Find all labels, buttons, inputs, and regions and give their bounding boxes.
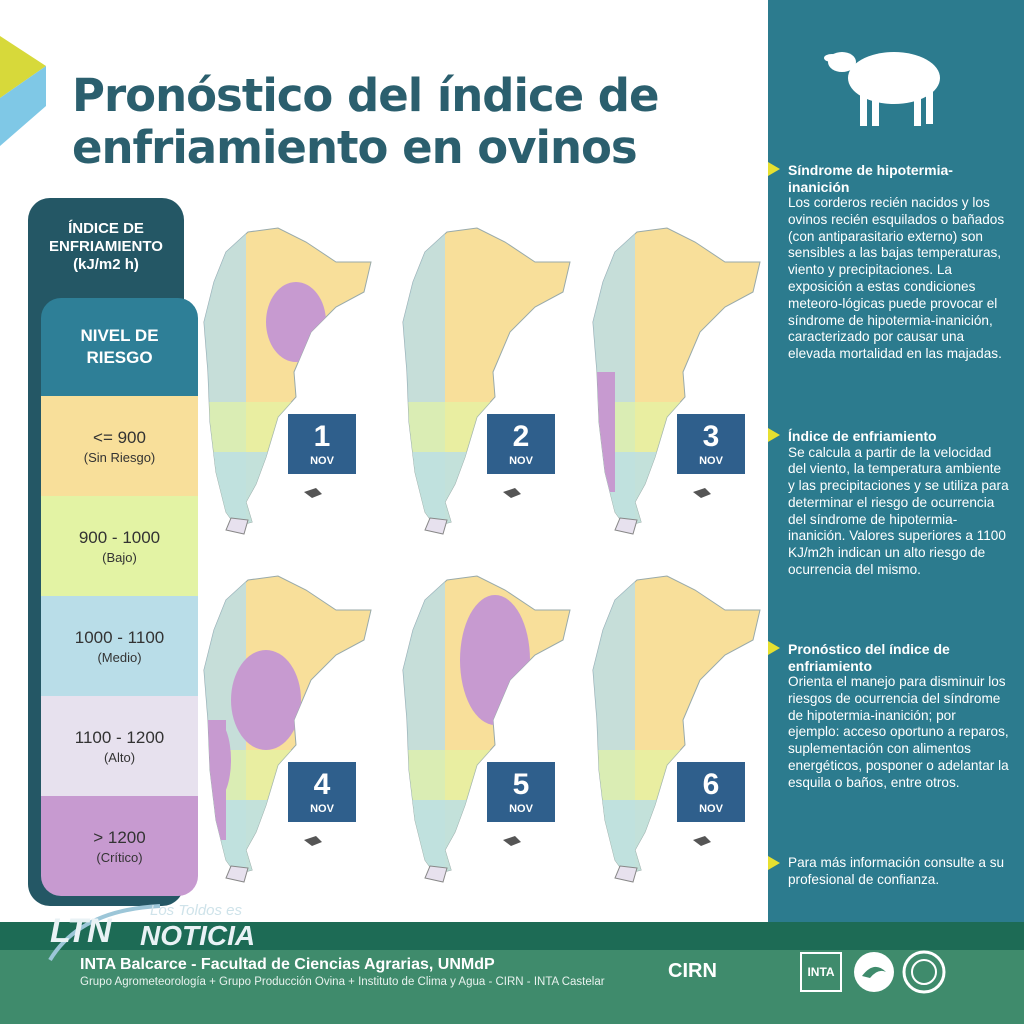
risk-header-line: RIESGO [86, 348, 153, 367]
section-title: Pronóstico del índice de enfriamiento [788, 641, 950, 674]
forecast-map-1 [186, 222, 376, 542]
argentina-map-icon [203, 227, 372, 535]
risk-label: (Medio) [97, 649, 142, 665]
bullet-icon [768, 162, 780, 176]
date-day: 4 [313, 768, 331, 801]
legend-header-line: ENFRIAMIENTO [49, 238, 163, 255]
date-day: 5 [512, 768, 530, 801]
wave-logo [854, 952, 894, 992]
watermark-ltn: LTN [50, 912, 112, 950]
corner-decoration [0, 36, 46, 146]
cirn-logo: CIRN [668, 960, 717, 982]
legend-units: (kJ/m2 h) [73, 256, 139, 273]
date-day: 3 [702, 420, 720, 453]
risk-label: (Sin Riesgo) [83, 449, 156, 465]
argentina-map-icon [402, 227, 571, 535]
bullet-icon [768, 428, 780, 442]
legend-panel: ÍNDICE DE ENFRIAMIENTO (kJ/m2 h) NIVEL D… [28, 198, 198, 906]
argentina-map-icon [402, 575, 571, 883]
risk-scale: NIVEL DE RIESGO <= 900 (Sin Riesgo) 900 … [41, 298, 198, 896]
date-badge: 5 NOV [487, 762, 555, 822]
date-badge: 1 NOV [288, 414, 356, 474]
argentina-map-icon [203, 575, 372, 883]
forecast-map-2 [385, 222, 575, 542]
date-day: 1 [313, 420, 331, 453]
title-line-2: enfriamiento en ovinos [72, 121, 638, 174]
risk-level-sin-riesgo: <= 900 (Sin Riesgo) [41, 396, 198, 496]
section-body: Para más información consulte a su profe… [788, 855, 1005, 887]
date-badge: 6 NOV [677, 762, 745, 822]
watermark-noticia: NOTICIA [140, 920, 256, 951]
bullet-icon [768, 856, 780, 870]
footer-institution: INTA Balcarce - Facultad de Ciencias Agr… [80, 956, 495, 973]
risk-level-alto: 1100 - 1200 (Alto) [41, 696, 198, 796]
date-month: NOV [699, 803, 723, 815]
section-hipotermia: Síndrome de hipotermia-inanición Los cor… [788, 162, 1010, 363]
date-month: NOV [509, 455, 533, 467]
section-title: Síndrome de hipotermia-inanición [788, 162, 953, 195]
footer-band [0, 922, 1024, 950]
page-title: Pronóstico del índice de enfriamiento en… [72, 70, 752, 174]
argentina-map-icon [592, 575, 761, 883]
watermark-tagline: Los Toldos es [150, 902, 243, 919]
risk-range: 1000 - 1100 [74, 627, 165, 647]
sheep-icon [824, 52, 940, 126]
title-line-1: Pronóstico del índice de [72, 69, 660, 122]
date-day: 6 [702, 768, 720, 801]
forecast-map-4 [186, 570, 376, 890]
forecast-map-6 [575, 570, 765, 890]
date-month: NOV [699, 455, 723, 467]
risk-range: 900 - 1000 [78, 527, 161, 547]
info-panel [768, 0, 1024, 922]
date-badge: 2 NOV [487, 414, 555, 474]
forecast-map-5 [385, 570, 575, 890]
risk-range: > 1200 [93, 827, 146, 847]
unmdp-seal-logo [902, 950, 946, 994]
section-body: Orienta el manejo para disminuir los rie… [788, 674, 1009, 790]
date-month: NOV [310, 455, 334, 467]
section-info: Para más información consulte a su profe… [788, 855, 1010, 889]
date-month: NOV [310, 803, 334, 815]
risk-level-medio: 1000 - 1100 (Medio) [41, 596, 198, 696]
ltn-swoosh-icon [48, 904, 161, 962]
footer-groups: Grupo Agrometeorología + Grupo Producció… [80, 976, 605, 988]
forecast-map-3 [575, 222, 765, 542]
risk-range: 1100 - 1200 [74, 727, 165, 747]
date-day: 2 [512, 420, 530, 453]
risk-header-line: NIVEL DE [80, 326, 159, 345]
section-indice: Índice de enfriamiento Se calcula a part… [788, 428, 1010, 579]
risk-level-bajo: 900 - 1000 (Bajo) [41, 496, 198, 596]
section-title: Índice de enfriamiento [788, 428, 937, 444]
section-body: Los corderos recién nacidos y los ovinos… [788, 195, 1005, 362]
date-month: NOV [509, 803, 533, 815]
risk-label: (Bajo) [102, 549, 137, 565]
legend-header-line: ÍNDICE DE [68, 220, 144, 237]
risk-label: (Alto) [103, 749, 136, 765]
risk-label: (Crítico) [96, 849, 143, 865]
date-badge: 4 NOV [288, 762, 356, 822]
bullet-icon [768, 641, 780, 655]
date-badge: 3 NOV [677, 414, 745, 474]
risk-header: NIVEL DE RIESGO [41, 298, 198, 396]
legend-header: ÍNDICE DE ENFRIAMIENTO (kJ/m2 h) [28, 220, 184, 274]
inta-logo: INTA [800, 952, 842, 992]
section-body: Se calcula a partir de la velocidad del … [788, 444, 1009, 578]
section-pronostico: Pronóstico del índice de enfriamiento Or… [788, 641, 1010, 792]
risk-range: <= 900 [93, 427, 146, 447]
argentina-map-icon [592, 227, 761, 535]
risk-level-critico: > 1200 (Crítico) [41, 796, 198, 896]
